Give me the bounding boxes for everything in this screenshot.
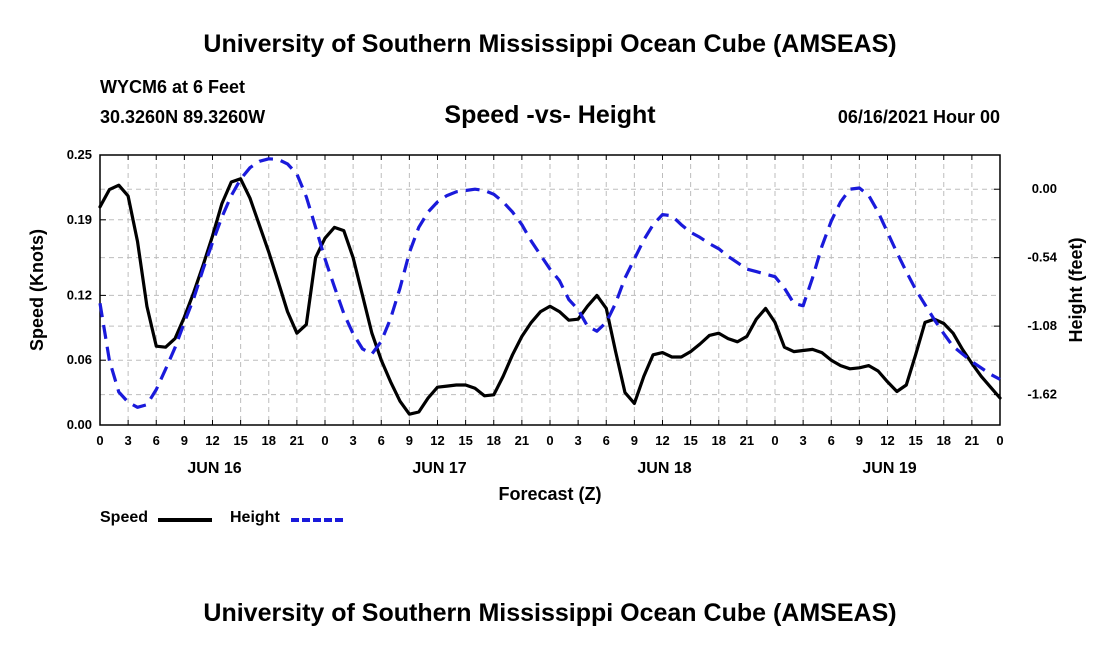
date-label: JUN 19 xyxy=(862,460,916,477)
x-tick-label: 3 xyxy=(800,433,807,448)
x-tick-label: 3 xyxy=(350,433,357,448)
x-axis-title: Forecast (Z) xyxy=(498,484,601,504)
x-tick-label: 18 xyxy=(937,433,951,448)
legend-height-label: Height xyxy=(230,509,280,526)
x-tick-label: 6 xyxy=(603,433,610,448)
x-tick-label: 15 xyxy=(683,433,697,448)
forecast-datetime: 06/16/2021 Hour 00 xyxy=(837,107,1000,127)
y2-tick-label: -1.08 xyxy=(1027,318,1057,333)
x-tick-label: 18 xyxy=(487,433,501,448)
x-tick-label: 18 xyxy=(712,433,726,448)
x-tick-label: 9 xyxy=(181,433,188,448)
x-tick-label: 21 xyxy=(515,433,529,448)
x-tick-label: 21 xyxy=(290,433,304,448)
y-tick-label: 0.06 xyxy=(67,352,92,367)
x-tick-label: 15 xyxy=(458,433,472,448)
date-label: JUN 16 xyxy=(187,460,241,477)
legend-speed-label: Speed xyxy=(100,509,149,526)
x-tick-label: 15 xyxy=(908,433,922,448)
y2-tick-label: -0.54 xyxy=(1027,250,1057,265)
y-tick-label: 0.25 xyxy=(67,147,92,162)
x-tick-label: 12 xyxy=(205,433,219,448)
x-tick-label: 12 xyxy=(430,433,444,448)
chart-subtitle: Speed -vs- Height xyxy=(444,101,656,129)
legend-height-swatch xyxy=(291,518,343,522)
legend-speed-swatch xyxy=(158,518,212,522)
x-tick-label: 0 xyxy=(321,433,328,448)
y2-tick-label: 0.00 xyxy=(1032,181,1057,196)
x-tick-label: 3 xyxy=(575,433,582,448)
y2-tick-label: -1.62 xyxy=(1027,387,1057,402)
x-tick-label: 15 xyxy=(233,433,247,448)
x-tick-label: 9 xyxy=(406,433,413,448)
chart-title-top: University of Southern Mississippi Ocean… xyxy=(203,30,897,58)
x-tick-label: 6 xyxy=(378,433,385,448)
coordinates-label: 30.3260N 89.3260W xyxy=(100,107,266,127)
y-tick-label: 0.00 xyxy=(67,417,92,432)
x-tick-label: 9 xyxy=(856,433,863,448)
x-tick-label: 21 xyxy=(740,433,754,448)
x-tick-label: 0 xyxy=(96,433,103,448)
station-label: WYCM6 at 6 Feet xyxy=(100,77,246,97)
x-tick-label: 21 xyxy=(965,433,979,448)
date-label: JUN 17 xyxy=(412,460,466,477)
x-tick-label: 6 xyxy=(828,433,835,448)
x-tick-label: 12 xyxy=(880,433,894,448)
x-tick-label: 18 xyxy=(262,433,276,448)
x-tick-label: 0 xyxy=(546,433,553,448)
y2-axis-title: Height (feet) xyxy=(1066,238,1086,343)
x-tick-label: 0 xyxy=(771,433,778,448)
chart-title-bottom: University of Southern Mississippi Ocean… xyxy=(203,599,897,627)
series-line-height xyxy=(98,157,1001,409)
y-tick-label: 0.19 xyxy=(67,212,92,227)
x-tick-label: 3 xyxy=(125,433,132,448)
x-tick-label: 9 xyxy=(631,433,638,448)
x-tick-label: 12 xyxy=(655,433,669,448)
x-tick-label: 0 xyxy=(996,433,1003,448)
y-tick-label: 0.12 xyxy=(67,287,92,302)
series-line-speed xyxy=(98,177,1002,416)
date-label: JUN 18 xyxy=(637,460,691,477)
x-tick-label: 6 xyxy=(153,433,160,448)
plot-frame xyxy=(99,154,1001,426)
y-axis-title: Speed (Knots) xyxy=(27,229,47,351)
